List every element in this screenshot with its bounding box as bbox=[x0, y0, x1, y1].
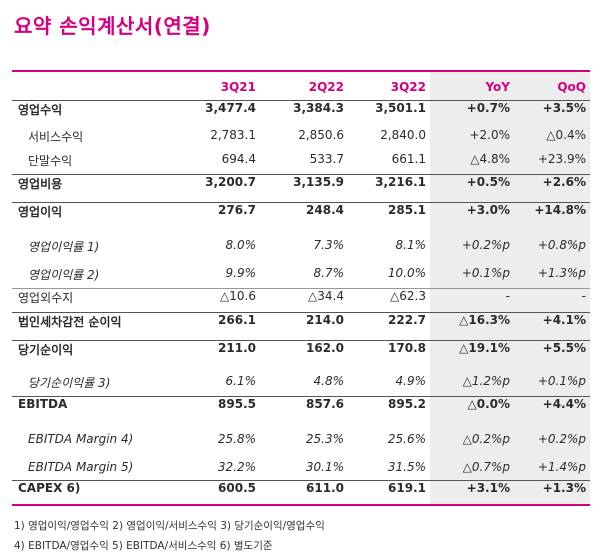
row-net-income: 당기순이익 211.0 162.0 170.8 △19.1% +5.5% bbox=[12, 340, 590, 357]
col-header-yoy: YoY bbox=[485, 80, 510, 94]
row-non-operating: 영업외수지 △10.6 △34.4 △62.3 - - bbox=[12, 288, 590, 305]
row-pretax-income: 법인세차감전 순이익 266.1 214.0 222.7 △16.3% +4.1… bbox=[12, 312, 590, 329]
table-bottom-rule bbox=[12, 504, 590, 506]
footnote-line-1: 1) 영업이익/영업수익 2) 영업이익/서비스수익 3) 당기순이익/영업수익 bbox=[14, 520, 325, 532]
col-header-2q22: 2Q22 bbox=[308, 80, 344, 94]
row-ebitda: EBITDA 895.5 857.6 895.2 △0.0% +4.4% bbox=[12, 396, 590, 411]
col-header-qoq: QoQ bbox=[557, 80, 586, 94]
row-capex: CAPEX 6) 600.5 611.0 619.1 +3.1% +1.3% bbox=[12, 480, 590, 495]
col-header-3q22: 3Q22 bbox=[390, 80, 426, 94]
row-operating-revenue: 영업수익 3,477.4 3,384.3 3,501.1 +0.7% +3.5% bbox=[12, 100, 590, 117]
page-title: 요약 손익계산서(연결) bbox=[14, 14, 211, 38]
row-operating-profit: 영업이익 276.7 248.4 285.1 +3.0% +14.8% bbox=[12, 202, 590, 219]
table-top-rule bbox=[12, 70, 590, 72]
col-header-3q21: 3Q21 bbox=[220, 80, 256, 94]
row-operating-expense: 영업비용 3,200.7 3,135.9 3,216.1 +0.5% +2.6% bbox=[12, 174, 590, 191]
footnote-line-2: 4) EBITDA/영업수익 5) EBITDA/서비스수익 6) 별도기준 bbox=[14, 540, 273, 552]
